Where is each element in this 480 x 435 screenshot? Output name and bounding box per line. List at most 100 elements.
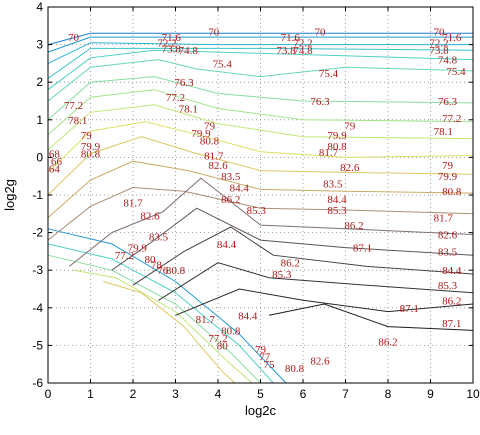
contour-label: 73.8 (162, 43, 182, 55)
contour-label: 72.2 (429, 38, 448, 50)
contour-label: 79 (442, 160, 454, 172)
x-tick-label: 0 (45, 387, 52, 401)
contour-label: 80 (145, 254, 157, 266)
contour-line (158, 262, 474, 301)
y-tick-label: 3 (36, 38, 43, 52)
contour-label: 81.7 (434, 213, 454, 225)
contour-label: 78.1 (179, 104, 198, 116)
contour-lines (47, 32, 474, 384)
y-tick-label: 2 (36, 75, 43, 89)
contour-label: 84.4 (230, 182, 250, 194)
contour-label: 79 (344, 120, 356, 132)
x-tick-label: 5 (257, 387, 264, 401)
y-tick-label: 1 (36, 113, 43, 127)
contour-label: 83.5 (221, 171, 241, 183)
contour-label: 79.9 (81, 141, 101, 153)
contour-line (47, 121, 474, 173)
valley-contour-line (47, 228, 287, 384)
contour-label: 82.6 (140, 211, 160, 223)
contour-line (268, 303, 474, 331)
contour-label: 70 (68, 32, 80, 44)
y-tick-label: 0 (36, 150, 43, 164)
contour-label: 71.6 (442, 32, 462, 44)
contour-label: 76.3 (438, 96, 458, 108)
contour-label: 79.9 (128, 243, 148, 255)
y-tick-label: -3 (32, 263, 43, 277)
contour-label: 68 (49, 149, 61, 161)
contour-line (47, 36, 473, 53)
y-tick-label: 4 (36, 0, 43, 14)
contour-label: 82.6 (208, 160, 228, 172)
contour-label: 79 (81, 130, 93, 142)
valley-contour-line (47, 254, 261, 384)
contour-label: 85.3 (327, 205, 347, 217)
contour-label: 72.2 (157, 38, 176, 50)
y-tick-label: -1 (32, 188, 43, 202)
contour-label: 80.8 (81, 149, 101, 161)
contour-label: 80.8 (285, 363, 305, 375)
x-tick-label: 3 (172, 387, 179, 401)
contour-line (47, 76, 474, 121)
contour-line (47, 136, 474, 196)
valley-contour-line (47, 243, 274, 384)
contour-line (47, 47, 474, 79)
contour-label: 76.3 (310, 96, 330, 108)
contour-label: 77.2 (64, 100, 83, 112)
contour-label: 87.1 (400, 303, 419, 315)
valley-contour-line (73, 269, 253, 384)
grid-lines (48, 7, 473, 383)
contour-label: 80.8 (327, 141, 347, 153)
contour-label: 81.7 (123, 198, 143, 210)
contour-line (132, 226, 474, 286)
contour-label: 77 (259, 352, 271, 364)
contour-label: 81.7 (319, 147, 339, 159)
y-tick-label: -4 (32, 301, 43, 315)
y-tick-label: -6 (32, 376, 43, 390)
y-ticks: -6 -5 -4 -3 -2 -1 0 1 2 3 4 (32, 0, 473, 390)
contour-label: 87.1 (353, 243, 372, 255)
x-tick-label: 2 (130, 387, 137, 401)
contour-label: 64 (49, 164, 61, 176)
x-tick-label: 6 (300, 387, 307, 401)
contour-label: 73.8 (276, 45, 296, 57)
contour-label: 83.5 (323, 179, 343, 191)
contour-label: 77.2 (442, 113, 461, 125)
contour-label: 75 (264, 359, 276, 371)
contour-label: 82.6 (438, 229, 458, 241)
contour-label: 79 (255, 344, 267, 356)
contour-label: 79.9 (438, 171, 458, 183)
contour-label: 84.4 (217, 239, 237, 251)
contour-label: 76 (157, 265, 169, 277)
contour-label: 81.7 (196, 314, 216, 326)
contour-label: 79.9 (191, 128, 211, 140)
contour-label: 81.7 (204, 151, 224, 163)
contour-label: 75.4 (213, 58, 233, 70)
y-tick-label: -2 (32, 226, 43, 240)
contour-label: 77.2 (115, 250, 134, 262)
valley-contour-line (103, 281, 236, 384)
contour-label: 77.2 (208, 333, 227, 345)
contour-label: 80.8 (200, 135, 220, 147)
x-tick-label: 4 (215, 387, 222, 401)
contour-label: 85.3 (272, 269, 292, 281)
contour-line (111, 207, 474, 271)
contour-label: 80.8 (221, 325, 241, 337)
contour-label: 82.6 (310, 355, 330, 367)
contour-line (47, 42, 473, 64)
contour-label: 86.2 (344, 220, 363, 232)
x-ticks: 0 1 2 3 4 5 6 7 8 9 10 (45, 7, 480, 401)
contour-label: 86.2 (221, 194, 240, 206)
x-tick-label: 8 (385, 387, 392, 401)
contour-label: 74.8 (293, 45, 313, 57)
contour-line (47, 49, 474, 91)
contour-label: 80 (217, 340, 229, 352)
contour-label: 70 (315, 26, 327, 38)
contour-label: 74.8 (438, 55, 458, 67)
contour-label: 84.4 (238, 310, 258, 322)
contour-label: 75.4 (446, 66, 466, 78)
contour-label: 79.9 (327, 130, 347, 142)
contour-label: 82.6 (340, 162, 360, 174)
contour-label: 73.8 (429, 45, 449, 57)
contour-line (47, 186, 474, 241)
